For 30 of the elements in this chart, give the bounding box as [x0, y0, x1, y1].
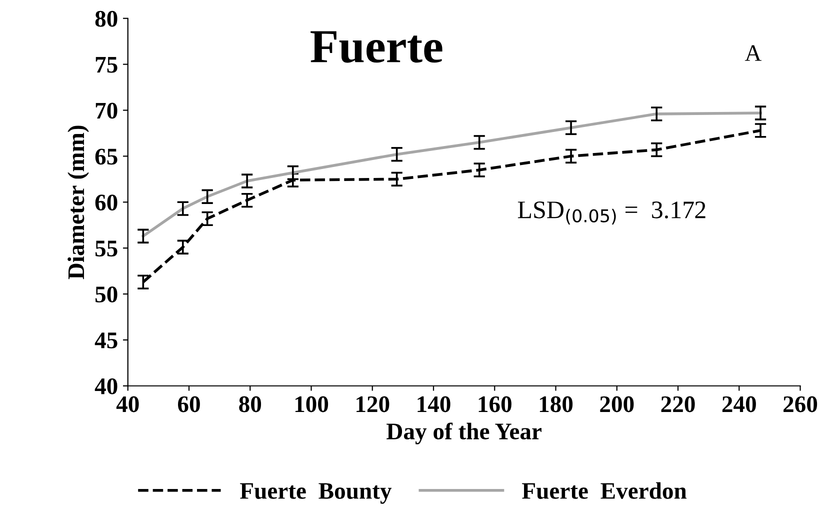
y-tick-label: 75: [96, 57, 118, 73]
annotation: A: [744, 45, 762, 61]
x-tick-label: 60: [178, 396, 200, 412]
x-tick-label: 80: [239, 396, 262, 412]
y-tick-label: 60: [95, 194, 118, 211]
x-tick-label: 200: [600, 396, 634, 412]
x-tick-label: 240: [722, 396, 756, 412]
annotation: LSD$_{(0.05)}$ = 3.172: [518, 202, 706, 224]
legend-label: Fuerte Bounty: [240, 483, 392, 504]
y-tick-label: 55: [95, 240, 118, 256]
y-tick-label: 70: [96, 102, 118, 119]
x-tick-label: 180: [540, 396, 573, 412]
legend-label: Fuerte Everdon: [522, 482, 687, 499]
line-series: [142, 112, 762, 238]
y-tick-label: 50: [95, 286, 118, 302]
x-tick-label: 40: [116, 396, 139, 412]
y-tick-label: 65: [95, 148, 118, 165]
x-tick-label: 140: [418, 396, 450, 412]
y-tick-label: 45: [94, 332, 118, 348]
y-tick-label: 40: [94, 378, 118, 394]
x-tick-label: 100: [295, 396, 328, 412]
line-series: [142, 129, 762, 284]
x-tick-label: 160: [478, 396, 512, 412]
y-axis-title: Diameter (mm): [68, 126, 89, 280]
x-tick-label: 260: [784, 396, 818, 412]
y-tick-label: 80: [95, 10, 118, 27]
x-tick-label: 220: [661, 396, 695, 412]
x-tick-label: 120: [356, 396, 390, 412]
chart-title: Fuerte: [310, 31, 442, 63]
x-axis-title: Day of the Year: [386, 422, 542, 444]
